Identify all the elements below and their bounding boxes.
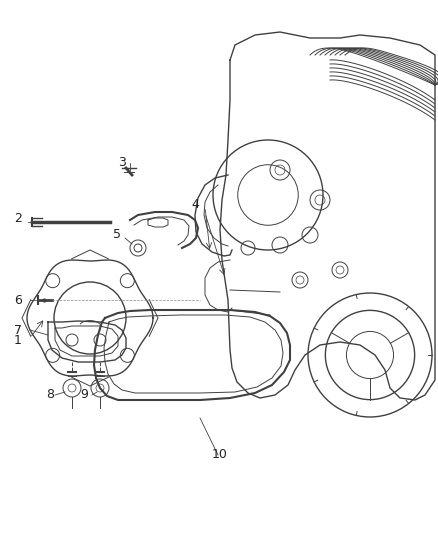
Text: 4: 4 [191, 198, 199, 212]
Text: 2: 2 [14, 212, 22, 224]
Text: 5: 5 [113, 229, 121, 241]
Text: 3: 3 [118, 157, 126, 169]
Text: 6: 6 [14, 294, 22, 306]
Text: 1: 1 [14, 334, 22, 346]
Text: 10: 10 [212, 448, 228, 462]
Text: 9: 9 [80, 389, 88, 401]
Text: 7: 7 [14, 324, 22, 336]
Text: 8: 8 [46, 389, 54, 401]
